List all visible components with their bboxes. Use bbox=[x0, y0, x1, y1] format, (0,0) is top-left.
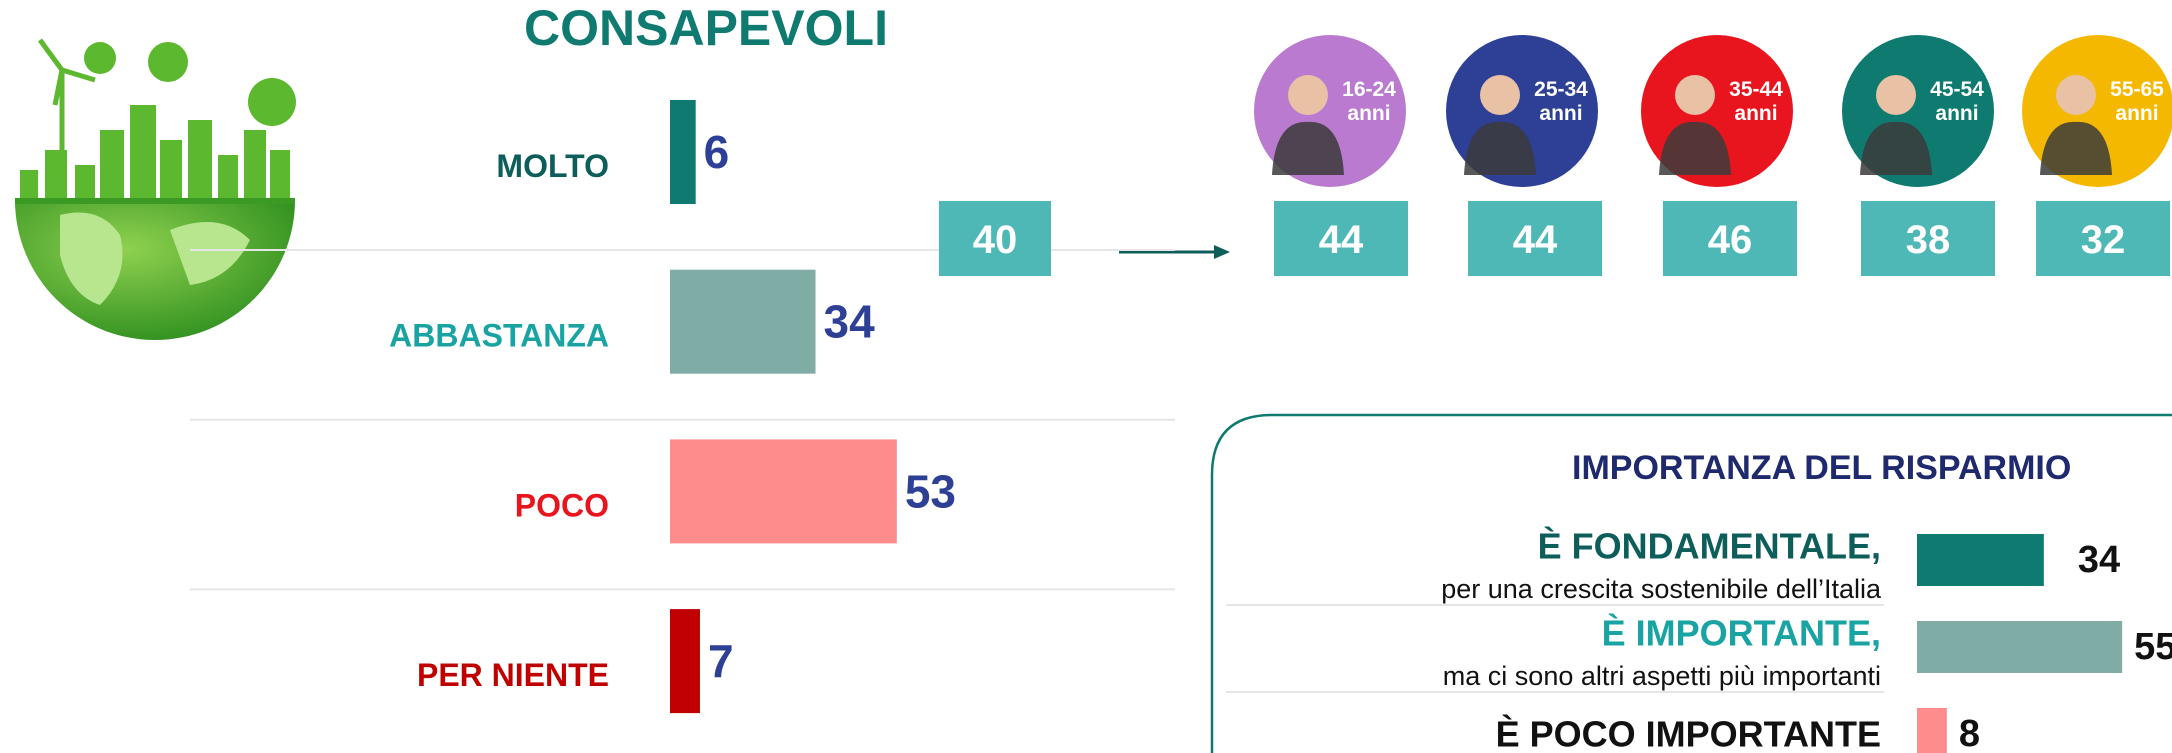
total-label: 40 bbox=[973, 218, 1018, 262]
age-label-box: 25-34 anni bbox=[1530, 78, 1596, 134]
age-label: 25-34 anni bbox=[1530, 78, 1592, 126]
person-head bbox=[2056, 75, 2096, 115]
value-label: 34 bbox=[824, 296, 876, 348]
row-label: È FONDAMENTALE, bbox=[1538, 526, 1881, 567]
bar bbox=[1917, 534, 2044, 586]
age-label: 45-54 anni bbox=[1926, 78, 1988, 126]
bar bbox=[1917, 621, 2122, 673]
page: CONSAPEVOLI MOLTO 6 ABBASTANZA 34 POCO 53 PER N… bbox=[0, 0, 2172, 753]
person-head bbox=[1876, 75, 1916, 115]
person-head bbox=[1480, 75, 1520, 115]
value-label: 6 bbox=[704, 126, 730, 178]
row-label: È IMPORTANTE, bbox=[1602, 613, 1881, 654]
value-label: 55 bbox=[2134, 626, 2172, 668]
category-label: POCO bbox=[515, 487, 609, 523]
age-label-box: 55-65 anni bbox=[2106, 78, 2172, 134]
age-label-box: 16-24 anni bbox=[1338, 78, 1404, 134]
value-label: 38 bbox=[1906, 218, 1951, 262]
age-label-box: 35-44 anni bbox=[1725, 78, 1791, 134]
person-head bbox=[1288, 75, 1328, 115]
bar bbox=[670, 439, 897, 543]
person-head bbox=[1675, 75, 1715, 115]
age-badge: 35-44 anni bbox=[1641, 35, 1793, 187]
value-label: 34 bbox=[2078, 539, 2120, 581]
row-note: per una crescita sostenibile dell’Italia bbox=[1441, 574, 1882, 604]
value-label: 46 bbox=[1708, 218, 1753, 262]
arrow-head bbox=[1214, 245, 1230, 259]
age-label: 35-44 anni bbox=[1725, 78, 1787, 126]
chart-title: CONSAPEVOLI bbox=[524, 0, 888, 56]
category-label: ABBASTANZA bbox=[389, 318, 609, 354]
earth-illustration bbox=[15, 40, 296, 340]
row-note: ma ci sono altri aspetti più importanti bbox=[1443, 661, 1881, 691]
value-label: 44 bbox=[1513, 218, 1558, 262]
value-label: 8 bbox=[1959, 713, 1980, 753]
age-badge: 16-24 anni bbox=[1254, 35, 1406, 187]
bar bbox=[670, 609, 700, 713]
row-label: È POCO IMPORTANTE bbox=[1496, 714, 1881, 753]
category-label: PER NIENTE bbox=[417, 657, 609, 693]
category-label: MOLTO bbox=[496, 148, 609, 184]
value-label: 53 bbox=[905, 465, 956, 517]
age-badge: 45-54 anni bbox=[1842, 35, 1994, 187]
value-label: 32 bbox=[2081, 218, 2126, 262]
slide: CONSAPEVOLI MOLTO 6 ABBASTANZA 34 POCO 53 PER N… bbox=[0, 0, 2172, 753]
bar bbox=[1917, 708, 1947, 753]
age-label: 16-24 anni bbox=[1338, 78, 1400, 126]
age-badge: 55-65 anni bbox=[2022, 35, 2172, 187]
age-label-box: 45-54 anni bbox=[1926, 78, 1992, 134]
age-label: 55-65 anni bbox=[2106, 78, 2168, 126]
panel-title: IMPORTANZA DEL RISPARMIO bbox=[1572, 449, 2071, 487]
age-badge: 25-34 anni bbox=[1446, 35, 1598, 187]
value-label: 44 bbox=[1319, 218, 1364, 262]
bar bbox=[670, 270, 816, 374]
value-label: 7 bbox=[708, 635, 734, 687]
bar bbox=[670, 100, 696, 204]
